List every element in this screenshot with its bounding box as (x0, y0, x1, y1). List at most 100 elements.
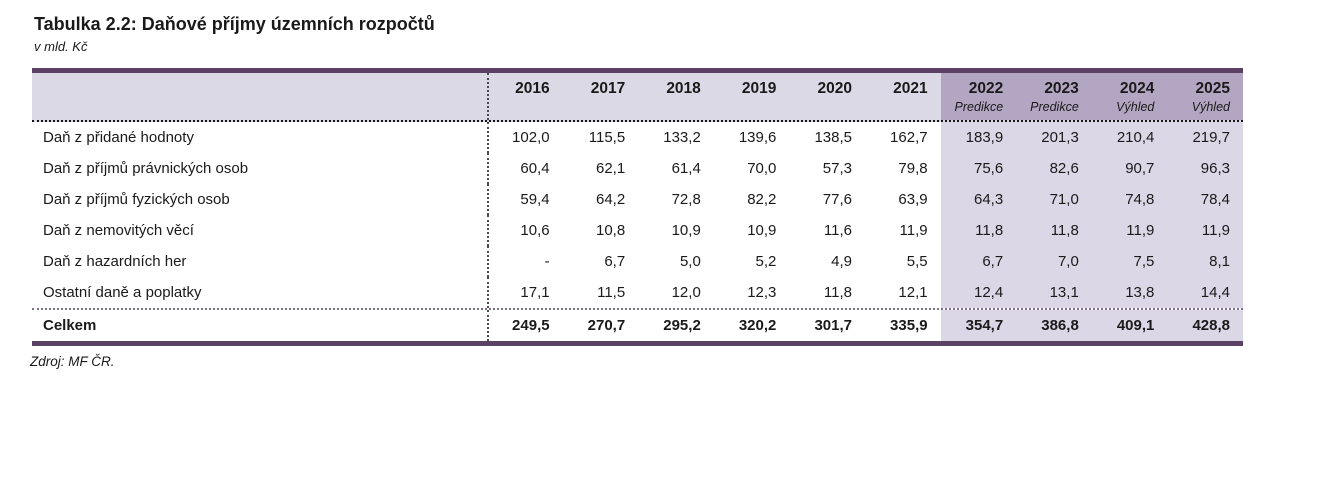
table-total-row: Celkem 249,5 270,7 295,2 320,2 301,7 335,9 354,… (32, 308, 1243, 341)
year-label: 2019 (741, 80, 777, 97)
value-cell: 12,0 (671, 284, 701, 301)
value-cell: 60,4 (487, 153, 563, 184)
value-cell: 133,2 (663, 129, 701, 146)
value-cell: 5,0 (679, 253, 701, 270)
forecast-type-label (638, 99, 701, 116)
total-value-cell: 295,2 (663, 317, 701, 334)
value-cell: 6,7 (940, 246, 1017, 277)
value-cell: 10,8 (595, 222, 626, 239)
total-value-cell: 320,2 (738, 317, 777, 334)
forecast-type-label (865, 99, 928, 116)
value-cell: 8,1 (1167, 246, 1243, 277)
total-label: Celkem (43, 317, 97, 334)
forecast-type-label (489, 99, 550, 116)
forecast-type-label (714, 99, 777, 116)
value-cell: 12,4 (940, 277, 1017, 308)
column-header-2018: 2018 (638, 73, 714, 120)
row-label: Daň z přidané hodnoty (43, 129, 194, 146)
value-cell: 183,9 (940, 122, 1017, 153)
value-cell: 139,6 (738, 129, 777, 146)
value-cell: 13,8 (1091, 277, 1168, 308)
table-body: Daň z přidané hodnoty 102,0 115,5 133,2 139,… (32, 122, 1243, 308)
source-note: Zdroj: MF ČR. (30, 354, 115, 369)
value-cell: 10,9 (671, 222, 701, 239)
table-row: Daň z příjmů právnických osob 60,4 62,1 61,… (32, 153, 1243, 184)
total-value-cell: 335,9 (890, 317, 928, 334)
total-value-cell: 386,8 (1016, 310, 1092, 341)
value-cell: 7,0 (1016, 246, 1092, 277)
year-label: 2022 (968, 80, 1004, 97)
document-page: Tabulka 2.2: Daňové příjmy územních rozp… (0, 13, 1318, 371)
value-cell: 96,3 (1167, 153, 1243, 184)
value-cell: 70,0 (747, 160, 777, 177)
row-label: Daň z příjmů fyzických osob (43, 191, 230, 208)
value-cell: 11,9 (1091, 215, 1168, 246)
value-cell: - (487, 246, 563, 277)
value-cell: 63,9 (898, 191, 928, 208)
value-cell: 4,9 (831, 253, 852, 270)
value-cell: 61,4 (671, 160, 701, 177)
forecast-type-label (563, 99, 626, 116)
value-cell: 5,5 (906, 253, 928, 270)
value-cell: 59,4 (487, 184, 563, 215)
forecast-type-label: Predikce (954, 100, 1004, 114)
value-cell: 102,0 (487, 122, 563, 153)
total-value-cell: 409,1 (1091, 310, 1168, 341)
forecast-type-label: Výhled (1116, 100, 1155, 114)
value-cell: 62,1 (595, 160, 626, 177)
forecast-type-label: Výhled (1191, 100, 1230, 114)
year-label: 2020 (817, 80, 852, 97)
total-value-cell: 354,7 (940, 310, 1017, 341)
column-header-2016: 2016 (487, 73, 563, 120)
value-cell: 11,8 (940, 215, 1017, 246)
value-cell: 13,1 (1016, 277, 1092, 308)
tax-revenue-table: 2016 2017 2018 2019 2020 2021 2022 Predikce 2023… (32, 68, 1243, 346)
table-row: Daň z hazardních her -6,7 5,0 5,2 4,9 5,5 6,7 7… (32, 246, 1243, 277)
table-row: Daň z nemovitých věcí 10,6 10,8 10,9 10,9 11,… (32, 215, 1243, 246)
value-cell: 79,8 (898, 160, 928, 177)
year-label: 2021 (893, 80, 928, 97)
value-cell: 10,6 (487, 215, 563, 246)
total-value-cell: 428,8 (1167, 310, 1243, 341)
value-cell: 11,5 (597, 284, 626, 301)
year-label: 2024 (1119, 80, 1155, 97)
column-header-2021: 2021 (865, 73, 941, 120)
value-cell: 219,7 (1167, 122, 1243, 153)
value-cell: 115,5 (588, 129, 626, 146)
value-cell: 17,1 (487, 277, 563, 308)
value-cell: 11,6 (823, 222, 852, 239)
value-cell: 12,1 (898, 284, 928, 301)
value-cell: 64,2 (595, 191, 626, 208)
value-cell: 5,2 (755, 253, 777, 270)
column-header-2020: 2020 (789, 73, 865, 120)
value-cell: 11,9 (1167, 215, 1243, 246)
column-header-2024: 2024 Výhled (1091, 73, 1168, 120)
total-value-cell: 270,7 (587, 317, 626, 334)
row-label: Daň z hazardních her (43, 253, 187, 270)
table-header-row: 2016 2017 2018 2019 2020 2021 2022 Predikce 2023… (32, 73, 1243, 122)
value-cell: 82,2 (747, 191, 777, 208)
value-cell: 72,8 (671, 191, 701, 208)
value-cell: 77,6 (822, 191, 852, 208)
row-label: Daň z příjmů právnických osob (43, 160, 249, 177)
column-header-2025: 2025 Výhled (1167, 73, 1243, 120)
table-row: Daň z příjmů fyzických osob 59,4 64,2 72,8 8… (32, 184, 1243, 215)
year-label: 2025 (1195, 80, 1230, 97)
forecast-type-label: Predikce (1030, 100, 1079, 114)
table-title: Tabulka 2.2: Daňové příjmy územních rozp… (34, 14, 435, 34)
value-cell: 90,7 (1091, 153, 1168, 184)
value-cell: 11,8 (823, 284, 852, 301)
value-cell: 74,8 (1091, 184, 1168, 215)
year-label: 2016 (515, 80, 550, 97)
column-header-2023: 2023 Predikce (1016, 73, 1092, 120)
total-value-cell: 249,5 (487, 310, 563, 341)
value-cell: 71,0 (1016, 184, 1092, 215)
value-cell: 75,6 (940, 153, 1017, 184)
value-cell: 12,3 (747, 284, 777, 301)
value-cell: 78,4 (1167, 184, 1243, 215)
value-cell: 210,4 (1091, 122, 1168, 153)
value-cell: 14,4 (1167, 277, 1243, 308)
value-cell: 7,5 (1091, 246, 1168, 277)
value-cell: 57,3 (822, 160, 852, 177)
value-cell: 64,3 (940, 184, 1017, 215)
